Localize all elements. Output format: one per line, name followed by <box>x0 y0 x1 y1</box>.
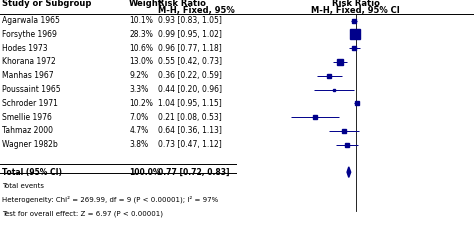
Text: Khorana 1972: Khorana 1972 <box>2 57 56 67</box>
Text: Test for overall effect: Z = 6.97 (P < 0.00001): Test for overall effect: Z = 6.97 (P < 0… <box>2 210 164 217</box>
Text: 10.6%: 10.6% <box>129 44 153 53</box>
Text: Study or Subgroup: Study or Subgroup <box>2 0 92 8</box>
Text: Hodes 1973: Hodes 1973 <box>2 44 48 53</box>
Text: Agarwala 1965: Agarwala 1965 <box>2 16 60 25</box>
Text: 0.93 [0.83, 1.05]: 0.93 [0.83, 1.05] <box>157 16 221 25</box>
Text: 7.0%: 7.0% <box>129 113 148 121</box>
Text: 10.2%: 10.2% <box>129 99 153 108</box>
Text: 9.2%: 9.2% <box>129 71 148 80</box>
Text: 13.0%: 13.0% <box>129 57 153 67</box>
Text: 0.36 [0.22, 0.59]: 0.36 [0.22, 0.59] <box>157 71 221 80</box>
Text: 0.55 [0.42, 0.73]: 0.55 [0.42, 0.73] <box>157 57 222 67</box>
Text: Wagner 1982b: Wagner 1982b <box>2 140 58 149</box>
Text: Tahmaz 2000: Tahmaz 2000 <box>2 126 54 135</box>
Text: 0.21 [0.08, 0.53]: 0.21 [0.08, 0.53] <box>157 113 221 121</box>
Text: 10.1%: 10.1% <box>129 16 153 25</box>
Text: 0.77 [0.72, 0.83]: 0.77 [0.72, 0.83] <box>157 168 229 177</box>
Text: Risk Ratio: Risk Ratio <box>157 0 206 8</box>
Text: Schroder 1971: Schroder 1971 <box>2 99 58 108</box>
Text: Smellie 1976: Smellie 1976 <box>2 113 52 121</box>
Text: M-H, Fixed, 95% CI: M-H, Fixed, 95% CI <box>157 6 246 15</box>
Text: 0.64 [0.36, 1.13]: 0.64 [0.36, 1.13] <box>157 126 221 135</box>
Text: Total (95% CI): Total (95% CI) <box>2 168 63 177</box>
Text: Risk Ratio: Risk Ratio <box>331 0 380 8</box>
Text: 4.7%: 4.7% <box>129 126 148 135</box>
Text: Forsythe 1969: Forsythe 1969 <box>2 30 57 39</box>
Text: 3.8%: 3.8% <box>129 140 148 149</box>
Text: 3.3%: 3.3% <box>129 85 148 94</box>
Text: Total events: Total events <box>2 183 45 189</box>
Text: 0.96 [0.77, 1.18]: 0.96 [0.77, 1.18] <box>157 44 221 53</box>
Text: 100.0%: 100.0% <box>129 168 161 177</box>
Text: 28.3%: 28.3% <box>129 30 153 39</box>
Text: 0.73 [0.47, 1.12]: 0.73 [0.47, 1.12] <box>157 140 221 149</box>
Text: Poussaint 1965: Poussaint 1965 <box>2 85 61 94</box>
Text: 1.04 [0.95, 1.15]: 1.04 [0.95, 1.15] <box>157 99 221 108</box>
Text: 0.99 [0.95, 1.02]: 0.99 [0.95, 1.02] <box>157 30 221 39</box>
Text: Heterogeneity: Chi² = 269.99, df = 9 (P < 0.00001); I² = 97%: Heterogeneity: Chi² = 269.99, df = 9 (P … <box>2 196 219 203</box>
Text: 0.44 [0.20, 0.96]: 0.44 [0.20, 0.96] <box>157 85 222 94</box>
Polygon shape <box>347 167 351 177</box>
Text: M-H, Fixed, 95% CI: M-H, Fixed, 95% CI <box>311 6 400 15</box>
Text: Manhas 1967: Manhas 1967 <box>2 71 54 80</box>
Text: Weight: Weight <box>129 0 163 8</box>
